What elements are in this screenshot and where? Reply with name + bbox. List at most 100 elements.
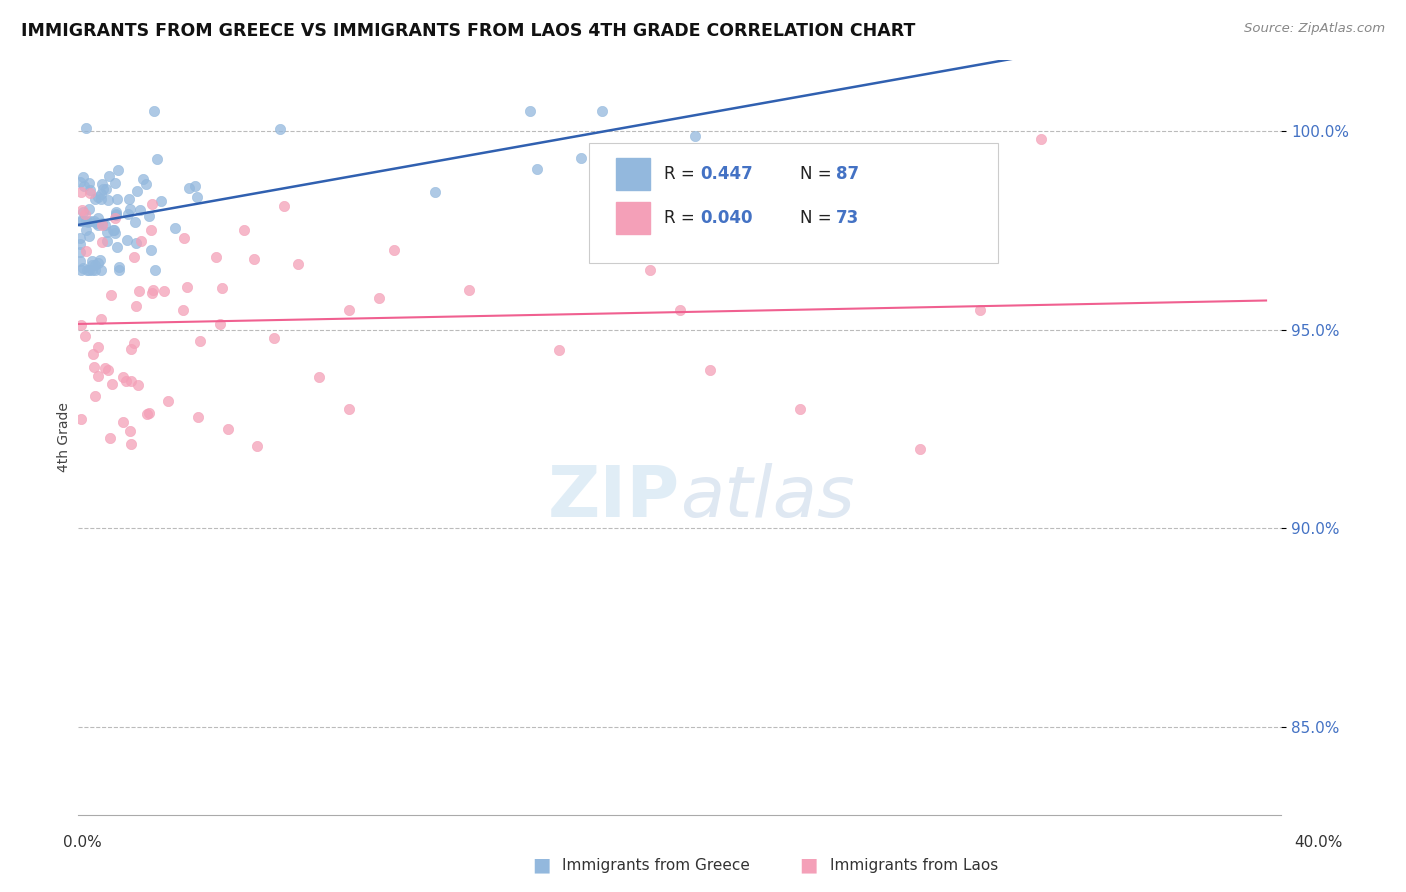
Point	[120, 374, 142, 388]
Point	[128, 284, 150, 298]
Point	[108, 263, 131, 277]
Point	[569, 151, 592, 165]
Text: N =: N =	[800, 209, 837, 227]
Point	[232, 223, 254, 237]
Point	[72, 260, 94, 275]
Point	[337, 302, 360, 317]
Point	[107, 163, 129, 178]
Point	[69, 231, 91, 245]
Point	[84, 258, 107, 272]
Point	[172, 302, 194, 317]
Point	[98, 431, 121, 445]
Text: 0.447: 0.447	[700, 165, 752, 184]
Text: R =: R =	[664, 209, 700, 227]
Point	[1029, 132, 1052, 146]
Point	[367, 291, 389, 305]
Point	[458, 283, 481, 297]
Point	[83, 213, 105, 227]
Point	[103, 223, 125, 237]
Point	[69, 244, 91, 259]
Point	[548, 343, 571, 357]
Text: 40.0%: 40.0%	[1295, 836, 1343, 850]
Point	[186, 190, 208, 204]
FancyBboxPatch shape	[589, 143, 998, 263]
Point	[699, 362, 721, 376]
Point	[70, 202, 93, 217]
Point	[526, 162, 548, 177]
Point	[138, 406, 160, 420]
Point	[76, 263, 98, 277]
Point	[93, 360, 115, 375]
Point	[75, 214, 97, 228]
Point	[143, 263, 166, 277]
Point	[87, 256, 110, 270]
Point	[104, 211, 127, 226]
Point	[70, 318, 93, 332]
Point	[908, 442, 931, 456]
Point	[118, 192, 141, 206]
Point	[124, 299, 146, 313]
Point	[72, 205, 94, 219]
Point	[308, 370, 330, 384]
Point	[382, 244, 405, 258]
Point	[84, 263, 107, 277]
Point	[124, 215, 146, 229]
Point	[79, 214, 101, 228]
Point	[73, 179, 96, 194]
Point	[77, 177, 100, 191]
Point	[75, 120, 97, 135]
Point	[75, 329, 97, 343]
Point	[87, 340, 110, 354]
Point	[120, 424, 142, 438]
Point	[97, 193, 120, 207]
Point	[143, 104, 166, 119]
Point	[115, 374, 138, 388]
Point	[97, 362, 120, 376]
Text: 0.0%: 0.0%	[63, 836, 103, 850]
Point	[83, 389, 105, 403]
Point	[122, 335, 145, 350]
Point	[104, 226, 127, 240]
Point	[90, 312, 112, 326]
Point	[183, 179, 205, 194]
Point	[91, 218, 114, 232]
Point	[97, 169, 120, 184]
Point	[117, 206, 139, 220]
Bar	[616, 159, 650, 190]
Point	[173, 231, 195, 245]
Text: ■: ■	[799, 855, 818, 875]
Point	[132, 172, 155, 186]
Point	[179, 180, 201, 194]
Point	[105, 240, 128, 254]
Point	[668, 302, 690, 317]
Point	[157, 394, 180, 409]
Text: atlas: atlas	[679, 463, 855, 532]
Point	[269, 122, 291, 136]
Point	[423, 186, 446, 200]
Point	[94, 218, 117, 232]
Point	[211, 281, 233, 295]
Y-axis label: 4th Grade: 4th Grade	[58, 402, 72, 472]
Text: IMMIGRANTS FROM GREECE VS IMMIGRANTS FROM LAOS 4TH GRADE CORRELATION CHART: IMMIGRANTS FROM GREECE VS IMMIGRANTS FRO…	[21, 22, 915, 40]
Point	[273, 199, 295, 213]
Point	[120, 437, 142, 451]
Bar	[616, 202, 650, 234]
Point	[591, 104, 613, 119]
Text: N =: N =	[800, 165, 837, 184]
Point	[150, 194, 173, 208]
Point	[638, 263, 661, 277]
Point	[127, 378, 149, 392]
Point	[122, 250, 145, 264]
Point	[72, 170, 94, 185]
Point	[129, 234, 152, 248]
Point	[87, 211, 110, 225]
Text: ■: ■	[531, 855, 551, 875]
Point	[94, 182, 117, 196]
Point	[86, 216, 108, 230]
Point	[125, 185, 148, 199]
Point	[69, 214, 91, 228]
Point	[519, 104, 541, 119]
Point	[104, 207, 127, 221]
Point	[139, 243, 162, 257]
Point	[115, 233, 138, 247]
